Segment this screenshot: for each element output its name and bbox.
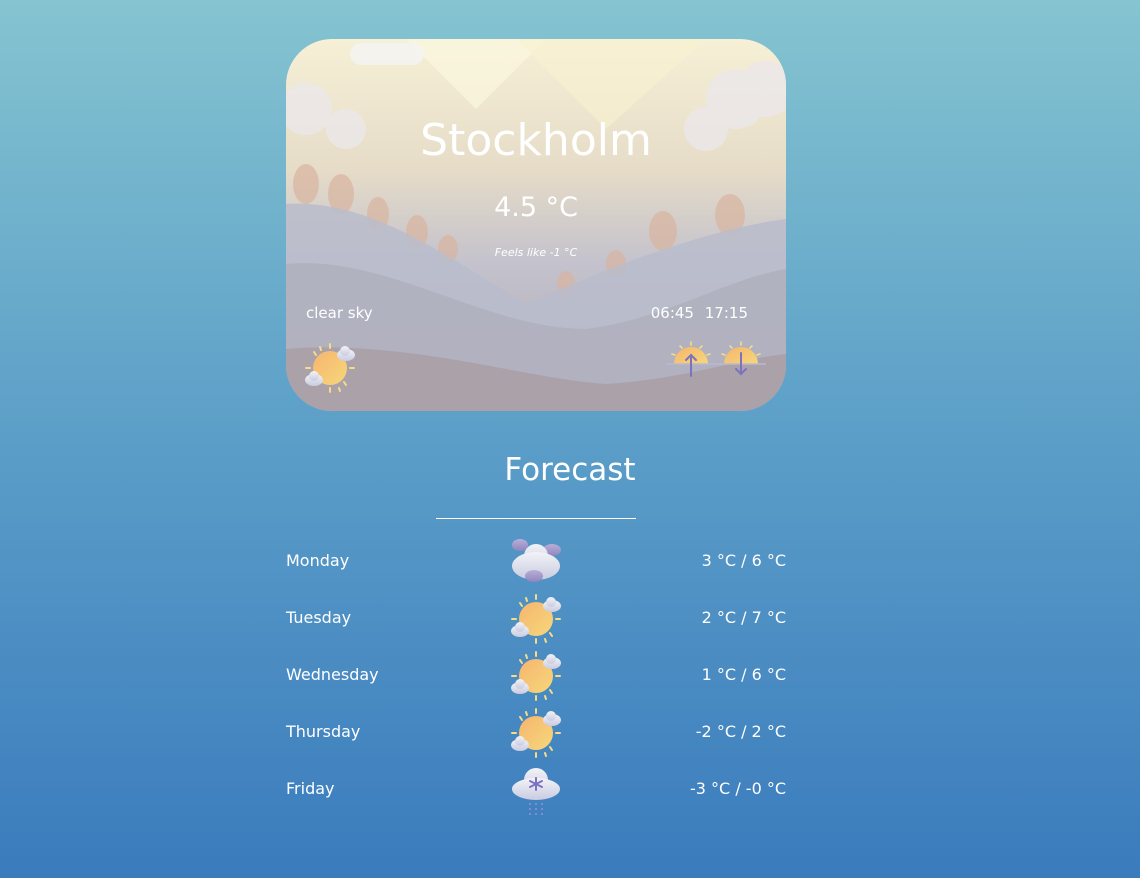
partly-sunny-icon bbox=[510, 593, 562, 645]
city-name: Stockholm bbox=[420, 115, 652, 166]
forecast-day: Wednesday bbox=[286, 665, 379, 684]
current-weather-card: Stockholm 4.5 °C Feels like -1 °C clear … bbox=[286, 39, 786, 411]
forecast-day: Friday bbox=[286, 779, 335, 798]
partly-sunny-icon bbox=[510, 650, 562, 702]
forecast-range: 2 °C / 7 °C bbox=[701, 608, 786, 627]
partly-sunny-icon bbox=[510, 707, 562, 759]
partly-sunny-icon bbox=[304, 342, 356, 394]
sun-times: 06:45 17:15 bbox=[647, 304, 748, 322]
sunset-time: 17:15 bbox=[704, 304, 748, 322]
sunrise-time: 06:45 bbox=[650, 304, 694, 322]
forecast-range: 1 °C / 6 °C bbox=[701, 665, 786, 684]
forecast-row: Wednesday 1 °C / 6 °C bbox=[286, 650, 786, 700]
forecast-range: -2 °C / 2 °C bbox=[695, 722, 786, 741]
sunrise-icon bbox=[666, 341, 716, 377]
forecast-row: Friday -3 °C / -0 °C bbox=[286, 764, 786, 814]
forecast-range: 3 °C / 6 °C bbox=[701, 551, 786, 570]
divider bbox=[436, 518, 636, 519]
landscape-illustration bbox=[286, 39, 786, 411]
current-temperature: 4.5 °C bbox=[494, 192, 578, 223]
cloudy-icon bbox=[510, 536, 562, 588]
forecast-row: Thursday -2 °C / 2 °C bbox=[286, 707, 786, 757]
forecast-row: Monday 3 °C / 6 °C bbox=[286, 536, 786, 586]
sunset-icon bbox=[716, 341, 766, 376]
forecast-title: Forecast bbox=[504, 452, 636, 488]
feels-like: Feels like -1 °C bbox=[494, 246, 578, 259]
forecast-day: Tuesday bbox=[286, 608, 352, 627]
forecast-row: Tuesday 2 °C / 7 °C bbox=[286, 593, 786, 643]
forecast-range: -3 °C / -0 °C bbox=[690, 779, 786, 798]
weather-description: clear sky bbox=[306, 304, 373, 322]
forecast-day: Monday bbox=[286, 551, 350, 570]
snow-icon bbox=[510, 764, 562, 816]
forecast-day: Thursday bbox=[286, 722, 361, 741]
